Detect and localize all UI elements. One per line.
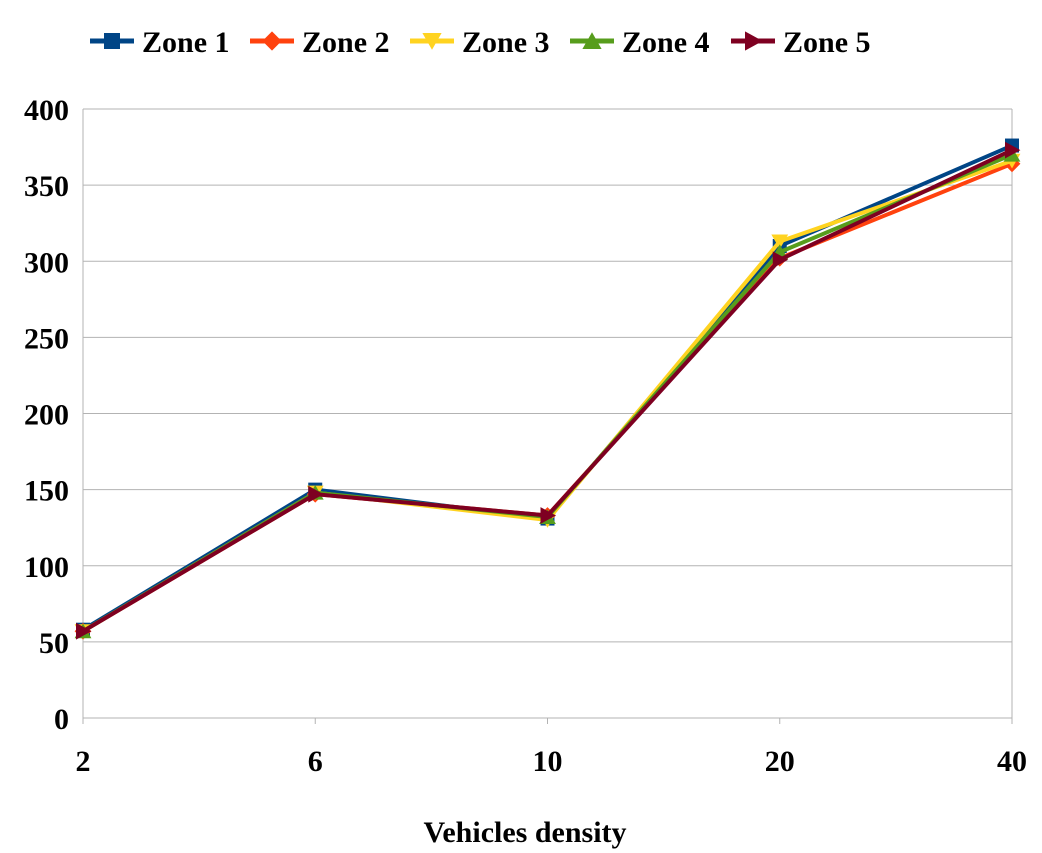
data-point [76, 622, 92, 640]
legend-label: Zone 5 [783, 26, 871, 59]
y-tick-label: 200 [24, 399, 69, 432]
legend: Zone 1 Zone 2 Zone 3 Zone 4 Zone 5 [90, 26, 871, 59]
legend-marker [262, 31, 282, 51]
legend-item: Zone 1 [90, 26, 230, 59]
legend-marker [422, 33, 442, 50]
data-point [540, 507, 556, 524]
series-4 [74, 146, 1021, 639]
y-tick-label: 0 [54, 703, 69, 736]
y-tick-label: 50 [39, 627, 69, 660]
series-line [81, 152, 1013, 633]
x-tick-label: 2 [76, 745, 91, 778]
legend-label: Zone 2 [302, 26, 390, 59]
series-5 [76, 141, 1021, 640]
y-tick-label: 300 [24, 246, 69, 279]
x-tick-label: 40 [997, 745, 1027, 778]
legend-item: Zone 3 [410, 26, 550, 59]
legend-item: Zone 4 [570, 26, 710, 59]
gridlines [83, 108, 1012, 643]
legend-item: Zone 2 [250, 26, 390, 59]
series-line [81, 143, 1013, 632]
y-tick-label: 400 [24, 94, 69, 127]
legend-marker [745, 31, 763, 51]
series-2 [74, 155, 1021, 640]
data-point [771, 234, 789, 250]
x-tick-label: 20 [765, 745, 795, 778]
y-tick-labels: 0 50 100 150 200 250 300 350 400 [24, 94, 69, 736]
y-tick-label: 150 [24, 475, 69, 508]
y-tick-label: 250 [24, 322, 69, 355]
series-lines [74, 138, 1021, 640]
data-point [1005, 141, 1021, 159]
x-axis-title: Vehicles density [423, 816, 626, 849]
legend-label: Zone 1 [142, 26, 230, 59]
legend-label: Zone 4 [622, 26, 710, 59]
axes [82, 109, 1013, 724]
x-tick-label: 6 [308, 745, 323, 778]
x-tick-label: 10 [533, 745, 563, 778]
series-line [81, 161, 1013, 633]
legend-marker [104, 33, 120, 49]
legend-label: Zone 3 [462, 26, 550, 59]
y-tick-label: 100 [24, 551, 69, 584]
y-tick-label: 350 [24, 170, 69, 203]
legend-item: Zone 5 [731, 26, 871, 59]
series-line [81, 158, 1013, 633]
legend-marker [582, 32, 602, 49]
data-point [308, 485, 324, 503]
x-tick-labels: 2 6 10 20 40 [76, 745, 1028, 778]
data-point [772, 251, 789, 269]
